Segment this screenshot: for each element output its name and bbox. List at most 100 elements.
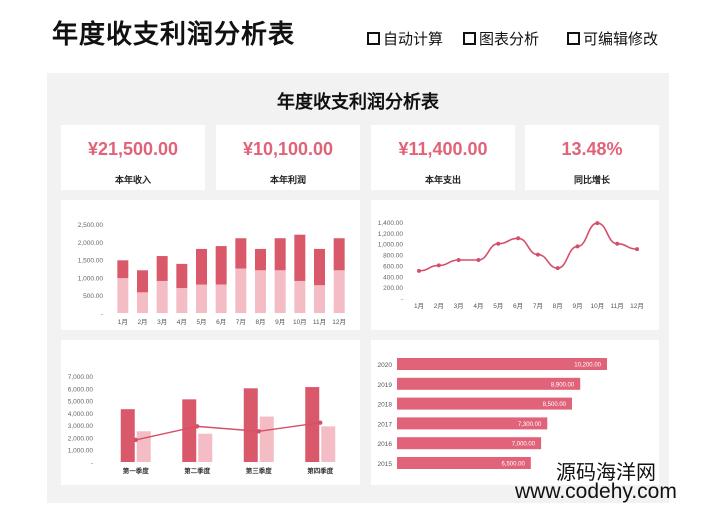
y-tick-label: 2018 [378,402,393,409]
bar-primary [182,399,197,462]
bar-secondary [259,416,274,462]
quarterly-combo-chart: 7,000.00 6,000.00 5,000.00 4,000.00 3,000.00… [68,374,336,475]
y-tick-label: 1,200.00 [378,231,404,238]
feature-label: 图表分析 [479,31,540,48]
y-tick-label: 2016 [378,441,393,448]
dashboard-panel: 年度收支利润分析表 ¥21,500.00 本年收入 ¥10,100.00 本年利… [47,73,669,503]
page-title: 年度收支利润分析表 [52,19,296,49]
watermark-url: www.codehy.com [515,480,677,503]
data-point [436,263,441,268]
x-tick-label: 12月 [332,318,346,326]
y-tick-label: 6,000.00 [68,386,94,393]
checkbox-icon [567,32,580,45]
x-tick-label: 2月 [137,318,147,326]
kpi-card-profit: ¥10,100.00 本年利润 [216,125,360,190]
y-tick-label: 2,500.00 [78,222,104,229]
bar-segment-lower [314,285,325,313]
chart-card-monthly-line: 1,400.00 1,200.00 1,000.00 800.00 600.00 400.… [371,200,659,330]
x-tick-label: 7月 [236,318,246,326]
x-tick-label: 5月 [196,318,206,326]
feature-auto-calc: 自动计算 [367,28,443,49]
y-tick-label: 500.00 [83,293,103,300]
bar [397,358,607,370]
y-tick-label: 1,500.00 [78,258,104,265]
data-point [615,241,620,246]
y-tick-label: 600.00 [383,263,403,270]
y-tick-label: 7,000.00 [68,374,94,381]
y-tick-label: 1,000.00 [68,448,94,455]
kpi-label: 本年收入 [114,175,151,185]
feature-editable: 可编辑修改 [567,28,658,49]
bar-segment-upper [176,263,188,289]
bar-segment-lower [117,278,129,313]
data-point [635,247,639,252]
data-point [456,258,461,262]
watermark-title: 源码海洋网 [556,462,656,484]
bar-segment-lower [255,270,266,313]
bar-segment-upper [156,256,168,281]
chart-card-monthly-bar: 2,500.00 2,000.00 1,500.00 1,000.00 500.00 - 1… [61,200,360,330]
checkbox-icon [367,32,380,45]
x-tick-label: 8月 [553,302,563,310]
kpi-value: ¥11,400.00 [398,139,488,159]
bar-segment-lower [215,284,227,313]
kpi-label: 本年支出 [424,175,461,185]
series-line [418,222,638,272]
x-tick-label: 4月 [177,318,187,326]
y-tick-label: 3,000.00 [68,423,94,430]
y-tick-label: - [91,460,93,467]
data-label: 8,900.00 [551,382,575,388]
y-tick-label: 2,000.00 [78,240,104,247]
bar-secondary [321,426,336,462]
bar-segment-upper [215,246,227,285]
y-tick-label: 2015 [378,461,393,468]
data-point [555,266,560,271]
bar-segment-lower [274,270,286,313]
bar-primary [243,388,258,462]
data-point [496,241,501,246]
bar [397,397,572,410]
y-tick-label: 5,000.00 [68,399,94,406]
x-tick-label: 7月 [533,302,543,310]
kpi-value: ¥10,100.00 [242,139,334,159]
bar-segment-lower [333,270,345,313]
x-tick-label: 6月 [216,318,226,326]
bar-segment-lower [156,280,168,313]
x-tick-label: 第二季度 [184,466,211,475]
kpi-card-growth: 13.48% 同比增长 [525,125,659,190]
data-point [133,437,138,443]
y-tick-label: 800.00 [383,253,403,260]
series-line [135,421,321,441]
bar-segment-lower [294,280,306,313]
y-tick-label: 2,000.00 [68,435,94,442]
bar-segment-upper [274,238,286,271]
data-point [256,429,261,434]
bar-segment-lower [137,292,148,313]
bar-segment-lower [176,288,188,313]
data-point [516,236,521,241]
y-tick-label: 4,000.00 [68,411,94,418]
bar-segment-upper [333,238,345,271]
bar-segment-lower [196,284,207,313]
bar-secondary [198,433,213,462]
y-tick-label: 1,000.00 [378,242,404,249]
x-tick-label: 6月 [513,302,523,310]
bar [397,377,581,390]
data-label: 7,300.00 [518,422,542,428]
y-tick-label: 400.00 [383,274,403,281]
bar-segment-upper [294,234,306,281]
x-tick-label: 11月 [313,318,326,326]
bar-segment-upper [314,248,325,286]
data-point [417,268,421,273]
feature-label: 自动计算 [383,31,444,48]
bar-segment-upper [235,238,247,269]
x-tick-label: 1月 [414,302,424,310]
bar-segment-upper [196,248,207,285]
x-tick-label: 5月 [493,302,503,310]
checkbox-icon [463,32,476,45]
y-tick-label: 1,400.00 [378,220,404,227]
x-tick-label: 9月 [572,302,582,310]
x-tick-label: 3月 [454,302,464,310]
kpi-value: 13.48% [561,139,623,159]
feature-chart-analysis: 图表分析 [463,28,539,49]
